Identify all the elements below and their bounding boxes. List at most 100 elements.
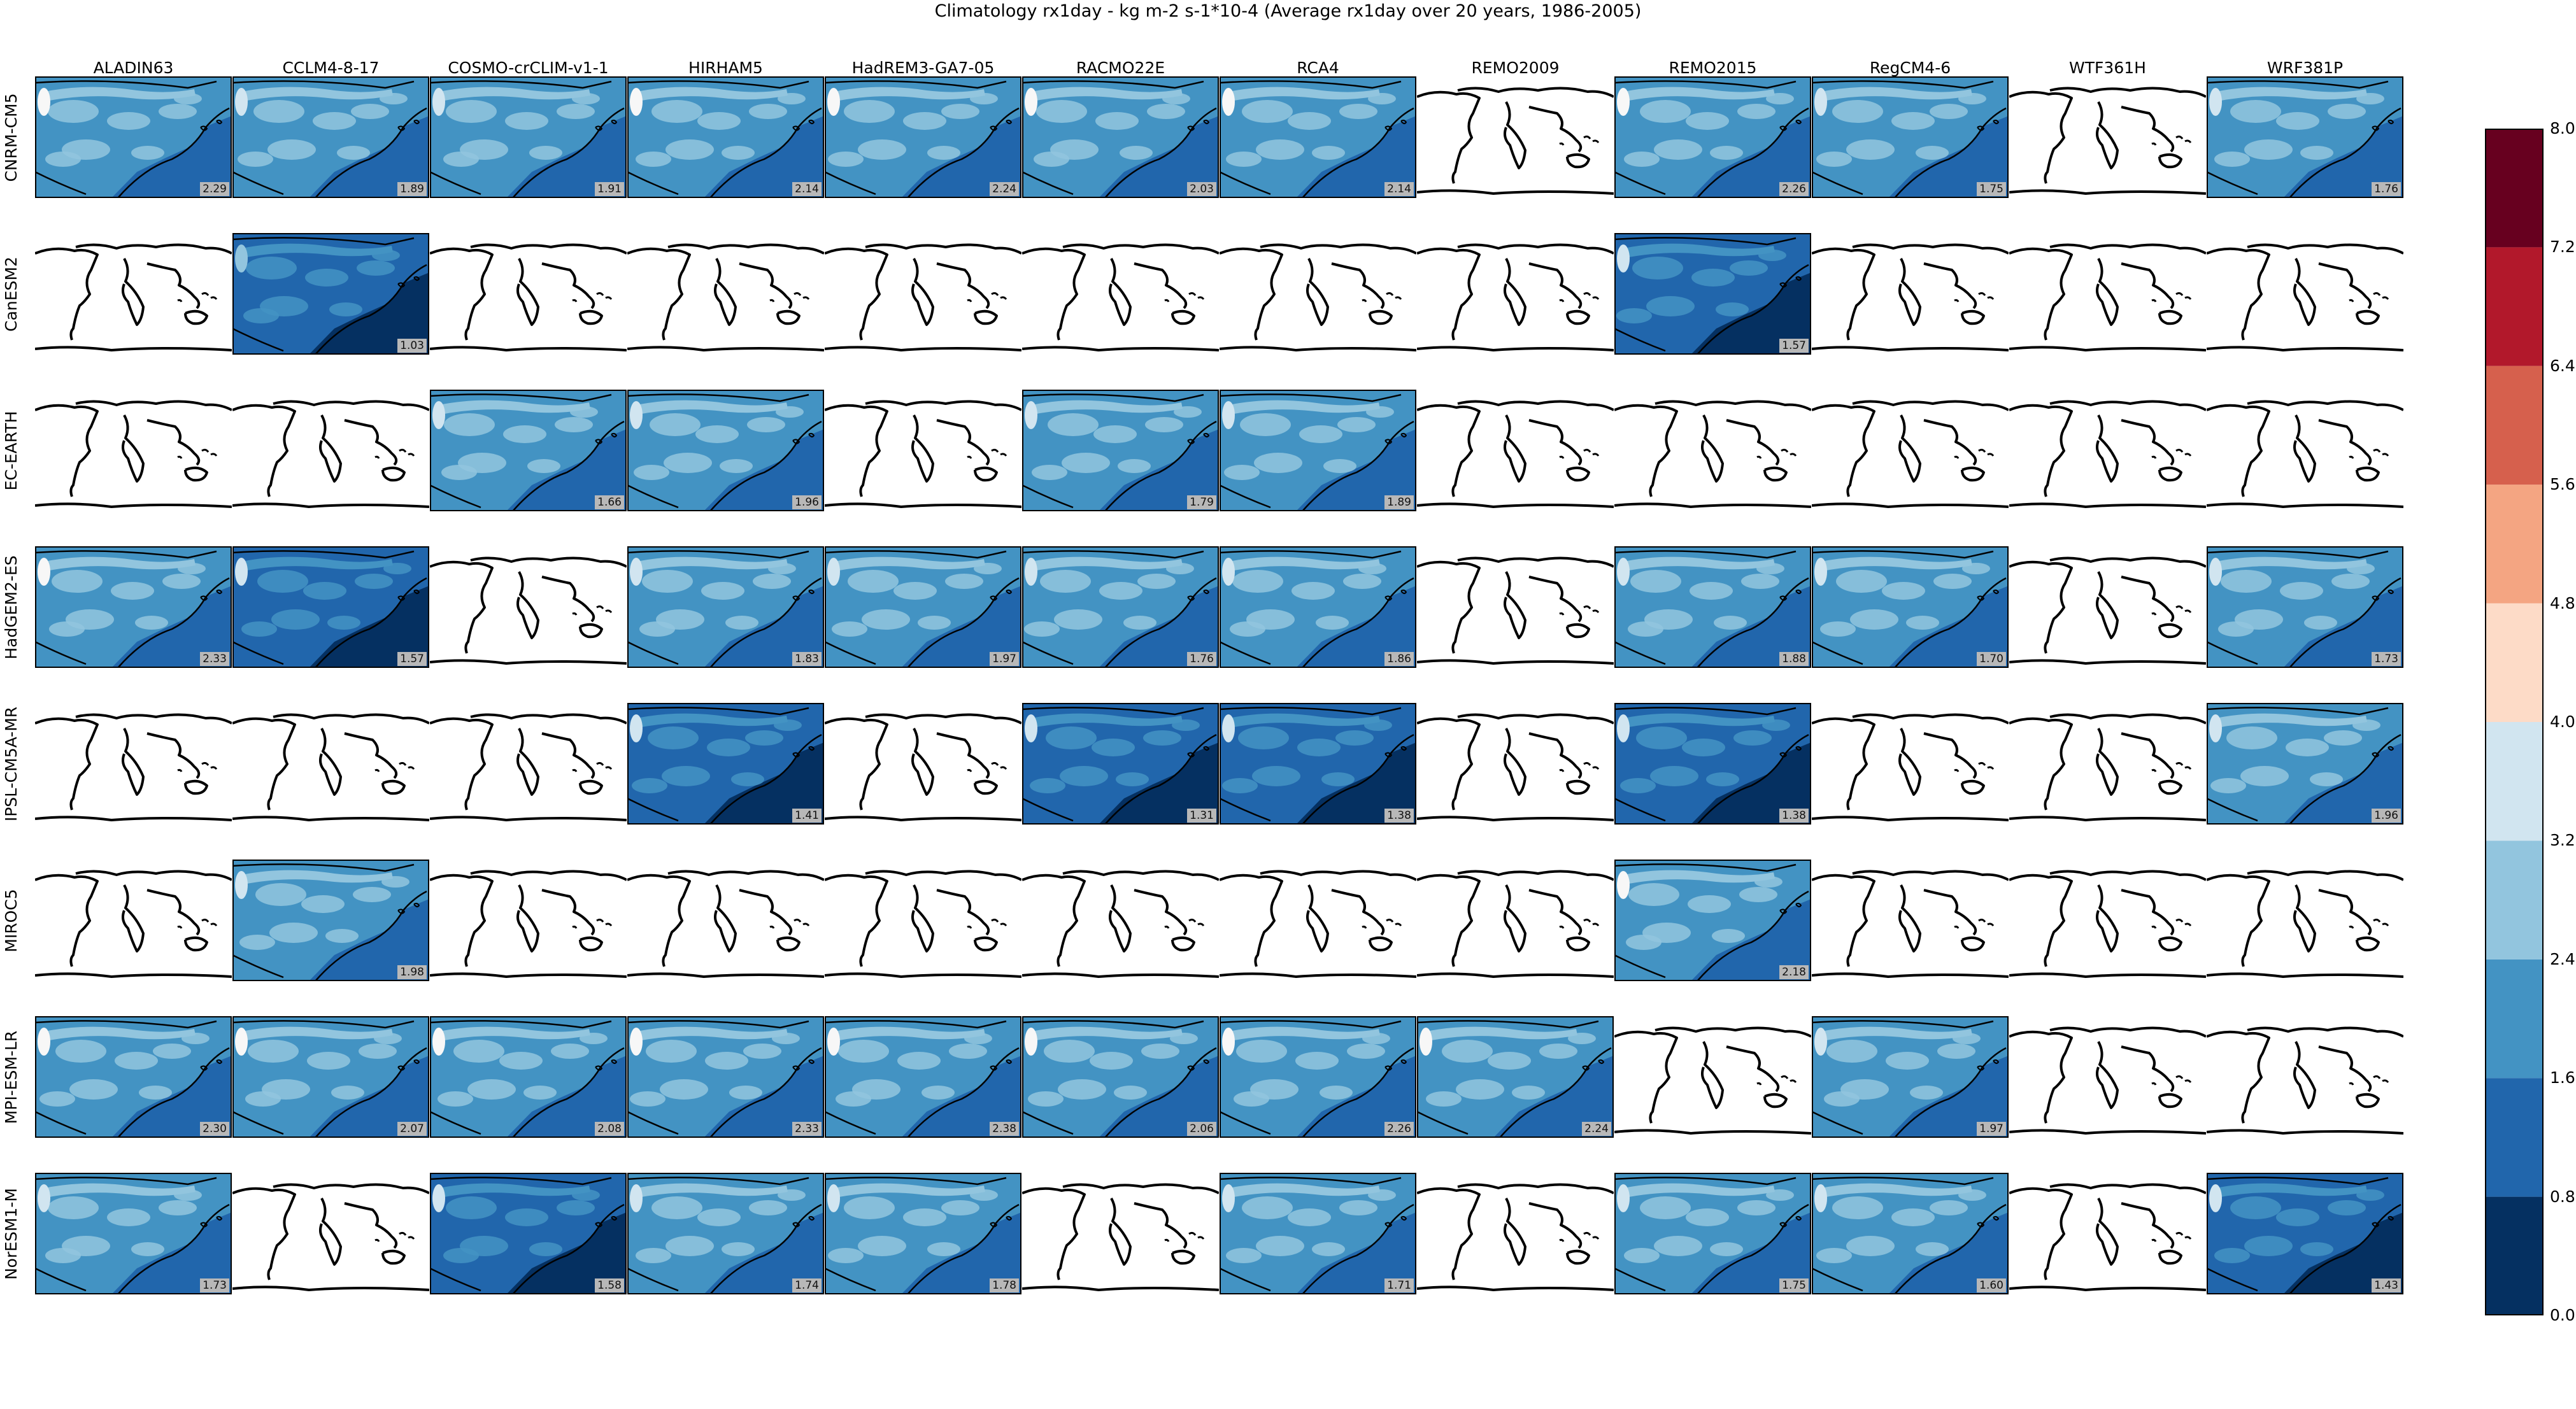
- colorbar-band: [2485, 959, 2544, 1079]
- colorbar-band: [2485, 129, 2544, 248]
- regional-map-panel: 1.71: [1220, 1173, 1416, 1294]
- iberia-map: [1614, 233, 1811, 355]
- empty-world-map-panel: [1812, 233, 2009, 355]
- regional-map-panel: 2.33: [35, 546, 232, 668]
- world-outline-map: [1022, 243, 1219, 351]
- world-outline-map: [1417, 870, 1614, 978]
- regional-map-panel: 1.78: [825, 1173, 1021, 1294]
- empty-world-map-panel: [2207, 1016, 2403, 1138]
- column-header: RCA4: [1297, 59, 1339, 77]
- world-outline-map: [1220, 870, 1416, 978]
- panel-mean-value: 2.03: [1187, 182, 1216, 196]
- world-outline-map: [825, 713, 1021, 821]
- panel-mean-value: 2.24: [990, 182, 1019, 196]
- panel-mean-value: 2.18: [1779, 965, 1809, 979]
- world-outline-map: [1417, 400, 1614, 508]
- world-outline-map: [1022, 870, 1219, 978]
- iberia-map: [430, 390, 627, 511]
- panel-mean-value: 1.71: [1384, 1278, 1414, 1292]
- world-outline-map: [2009, 713, 2206, 821]
- regional-map-panel: 2.18: [1614, 860, 1811, 981]
- empty-world-map-panel: [1022, 860, 1219, 981]
- regional-map-panel: 1.75: [1812, 76, 2009, 198]
- empty-world-map-panel: [1614, 390, 1811, 511]
- panel-mean-value: 2.07: [397, 1122, 427, 1136]
- panel-mean-value: 2.38: [990, 1122, 1019, 1136]
- panel-mean-value: 1.58: [595, 1278, 624, 1292]
- regional-map-panel: 2.14: [627, 76, 824, 198]
- empty-world-map-panel: [1614, 1016, 1811, 1138]
- colorbar-band: [2485, 840, 2544, 959]
- panel-mean-value: 1.96: [2372, 809, 2401, 823]
- empty-world-map-panel: [35, 390, 232, 511]
- regional-map-panel: 1.79: [1022, 390, 1219, 511]
- empty-world-map-panel: [2009, 703, 2206, 825]
- empty-world-map-panel: [2009, 546, 2206, 668]
- world-outline-map: [232, 1183, 429, 1291]
- iberia-map: [627, 1016, 824, 1138]
- iberia-map: [1220, 1173, 1416, 1294]
- panel-mean-value: 1.91: [595, 182, 624, 196]
- row-header: CanESM2: [2, 256, 20, 332]
- empty-world-map-panel: [1220, 860, 1416, 981]
- world-outline-map: [2009, 556, 2206, 665]
- empty-world-map-panel: [1417, 546, 1614, 668]
- regional-map-panel: 1.76: [2207, 76, 2403, 198]
- iberia-map: [1220, 1016, 1416, 1138]
- iberia-map: [1812, 1173, 2009, 1294]
- world-outline-map: [430, 556, 627, 665]
- empty-world-map-panel: [2009, 860, 2206, 981]
- iberia-map: [2207, 76, 2403, 198]
- regional-map-panel: 1.75: [1614, 1173, 1811, 1294]
- panel-mean-value: 2.26: [1779, 182, 1809, 196]
- regional-map-panel: 1.03: [232, 233, 429, 355]
- empty-world-map-panel: [232, 1173, 429, 1294]
- regional-map-panel: 2.06: [1022, 1016, 1219, 1138]
- iberia-map: [1614, 1173, 1811, 1294]
- world-outline-map: [2009, 1183, 2206, 1291]
- iberia-map: [2207, 546, 2403, 668]
- regional-map-panel: 1.66: [430, 390, 627, 511]
- world-outline-map: [1417, 556, 1614, 665]
- panel-mean-value: 2.06: [1187, 1122, 1216, 1136]
- colorbar-band: [2485, 722, 2544, 841]
- empty-world-map-panel: [2207, 860, 2403, 981]
- empty-world-map-panel: [430, 546, 627, 668]
- row-header: MIROC5: [2, 888, 20, 952]
- regional-map-panel: 1.60: [1812, 1173, 2009, 1294]
- panel-mean-value: 1.78: [990, 1278, 1019, 1292]
- column-header: ALADIN63: [93, 59, 174, 77]
- empty-world-map-panel: [1417, 390, 1614, 511]
- panel-mean-value: 1.03: [397, 339, 427, 353]
- world-outline-map: [2009, 1026, 2206, 1135]
- world-outline-map: [430, 243, 627, 351]
- panel-mean-value: 1.75: [1779, 1278, 1809, 1292]
- panel-mean-value: 1.57: [397, 652, 427, 666]
- world-outline-map: [430, 870, 627, 978]
- iberia-map: [2207, 1173, 2403, 1294]
- regional-map-panel: 1.97: [1812, 1016, 2009, 1138]
- world-outline-map: [1417, 713, 1614, 821]
- column-header: WTF361H: [2069, 59, 2146, 77]
- iberia-map: [627, 1173, 824, 1294]
- regional-map-panel: 2.14: [1220, 76, 1416, 198]
- iberia-map: [232, 76, 429, 198]
- world-outline-map: [1220, 243, 1416, 351]
- world-outline-map: [430, 713, 627, 821]
- empty-world-map-panel: [627, 860, 824, 981]
- empty-world-map-panel: [627, 233, 824, 355]
- panel-mean-value: 1.70: [1977, 652, 2006, 666]
- panel-mean-value: 1.76: [2372, 182, 2401, 196]
- world-outline-map: [232, 400, 429, 508]
- panel-mean-value: 1.86: [1384, 652, 1414, 666]
- iberia-map: [2207, 703, 2403, 825]
- empty-world-map-panel: [2009, 1173, 2206, 1294]
- panel-mean-value: 1.83: [792, 652, 822, 666]
- colorbar-tick-label: 5.6: [2550, 475, 2575, 494]
- regional-map-panel: 1.58: [430, 1173, 627, 1294]
- regional-map-panel: 1.43: [2207, 1173, 2403, 1294]
- panel-mean-value: 1.73: [200, 1278, 229, 1292]
- empty-world-map-panel: [430, 703, 627, 825]
- colorbar-tick-label: 1.6: [2550, 1068, 2575, 1087]
- world-outline-map: [2009, 87, 2206, 195]
